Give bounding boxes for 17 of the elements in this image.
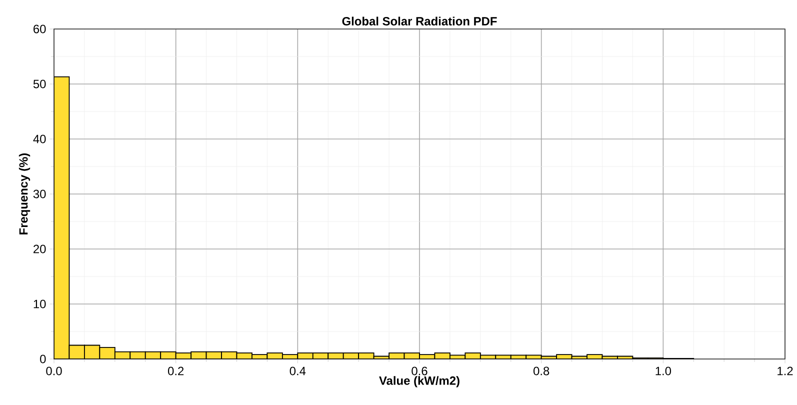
y-axis-title: Frequency (%) (18, 153, 30, 234)
x-tick-label: 0.8 (534, 366, 550, 376)
y-tick-label: 30 (33, 190, 46, 198)
y-tick-label: 40 (33, 134, 46, 144)
x-tick-label: 0.2 (168, 366, 184, 376)
y-tick-label: 10 (34, 300, 46, 308)
y-tick-label: 60 (34, 24, 46, 34)
y-tick-label: 20 (34, 244, 46, 254)
y-tick-label: 50 (33, 80, 46, 88)
y-tick-label: 0 (40, 354, 46, 364)
x-tick-label: 1.2 (778, 366, 793, 376)
x-tick-label: 0.4 (290, 366, 306, 376)
x-axis-title: Value (kW/m2) (379, 376, 460, 388)
x-tick-label: 0.0 (46, 366, 62, 376)
x-tick-label: 1.0 (656, 366, 672, 376)
x-tick-label: 0.6 (412, 366, 428, 376)
chart-title: Global Solar Radiation PDF (342, 16, 497, 26)
